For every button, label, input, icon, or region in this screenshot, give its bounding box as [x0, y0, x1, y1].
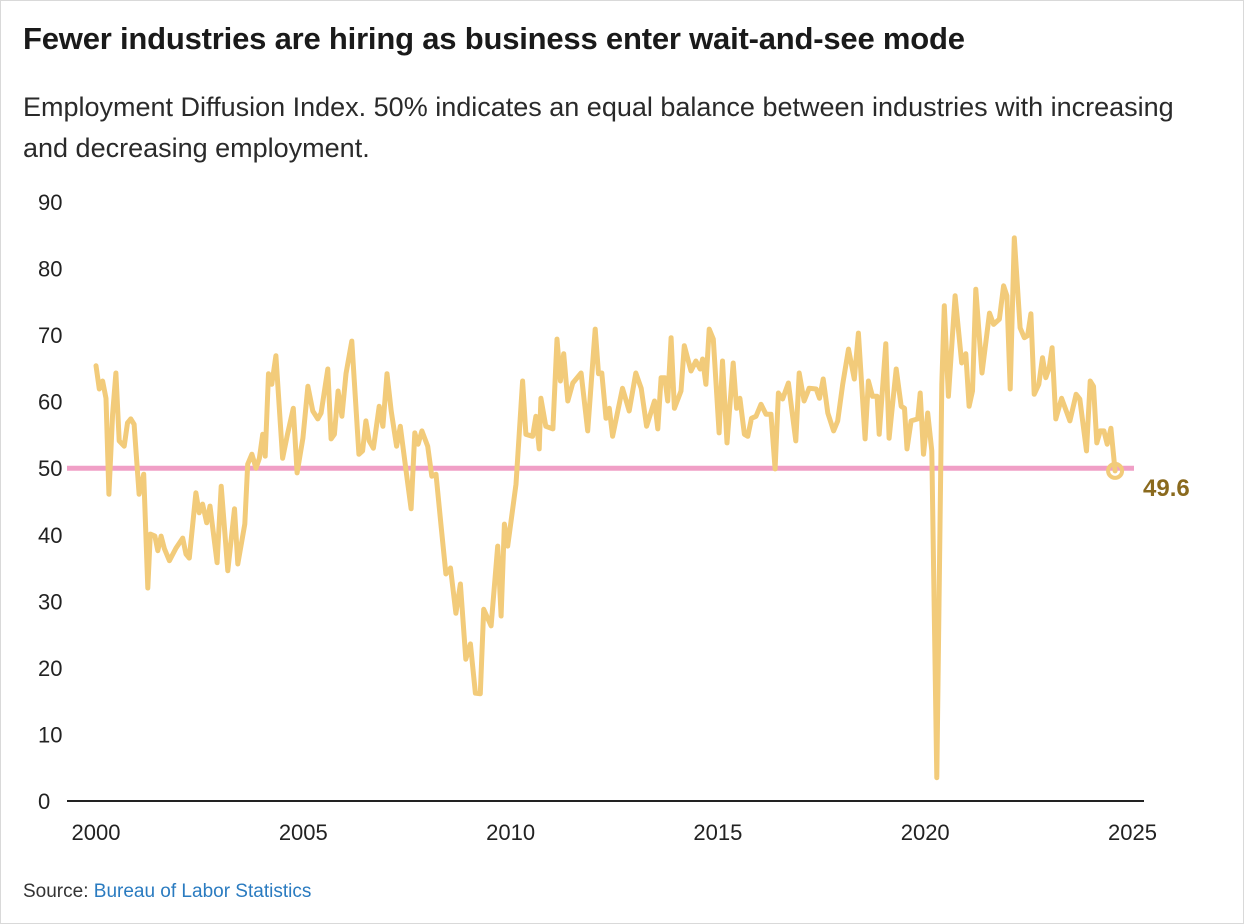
x-tick-label: 2005 — [279, 820, 328, 845]
end-point-marker — [1106, 461, 1125, 480]
x-tick-label: 2010 — [486, 820, 535, 845]
chart-title: Fewer industries are hiring as business … — [23, 21, 965, 56]
y-tick-label: 30 — [38, 589, 62, 614]
chart-subtitle: Employment Diffusion Index. 50% indicate… — [23, 92, 1174, 163]
series-line-diffusion-index — [93, 235, 1118, 781]
source-label: Source: — [23, 881, 89, 902]
y-tick-label: 80 — [38, 257, 62, 282]
end-value-label: 49.6 — [1143, 475, 1190, 502]
y-tick-label: 20 — [38, 656, 62, 681]
y-tick-label: 60 — [38, 390, 62, 415]
y-tick-label: 10 — [38, 722, 62, 747]
x-tick-label: 2000 — [72, 820, 121, 845]
x-tick-label: 2025 — [1108, 820, 1157, 845]
y-tick-label: 0 — [38, 789, 50, 814]
y-tick-label: 90 — [38, 190, 62, 215]
x-axis: 2000 2005 2010 2015 2020 2025 — [72, 820, 1157, 845]
x-tick-label: 2015 — [693, 820, 742, 845]
source-note: Source: Bureau of Labor Statistics — [23, 881, 311, 903]
x-tick-label: 2020 — [901, 820, 950, 845]
y-tick-label: 40 — [38, 523, 62, 548]
y-tick-label: 70 — [38, 323, 62, 348]
y-axis: 0 10 20 30 40 50 60 70 80 90 — [38, 190, 62, 814]
source-link[interactable]: Bureau of Labor Statistics — [93, 881, 312, 902]
y-tick-label: 50 — [38, 456, 62, 481]
